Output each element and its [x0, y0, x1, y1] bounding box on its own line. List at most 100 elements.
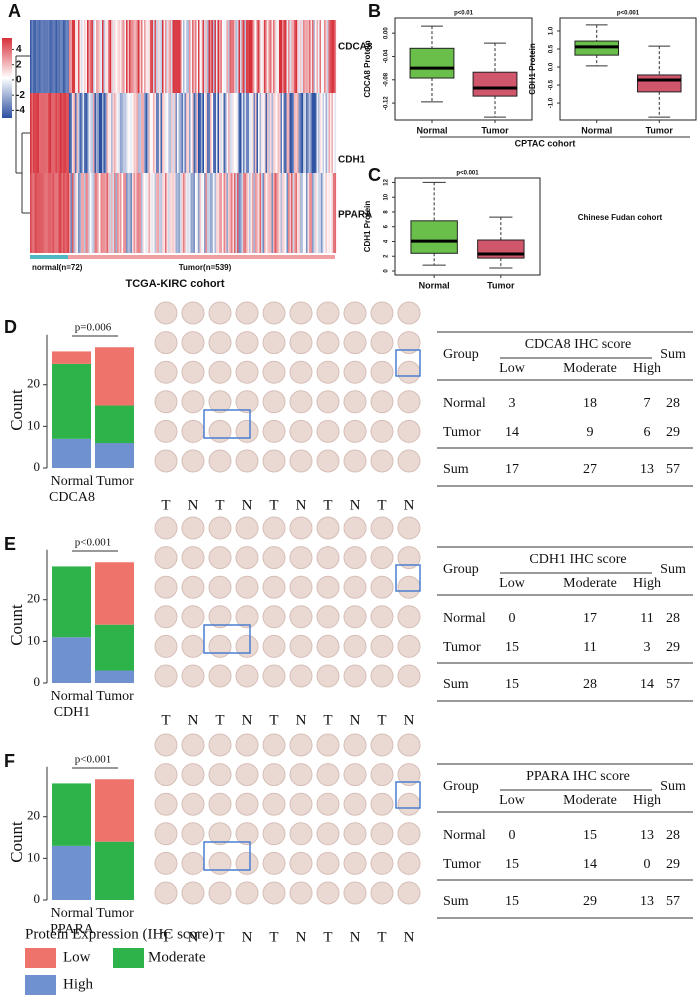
table-header: Low [499, 576, 526, 591]
gene-label: CDH1 [338, 155, 366, 166]
heatmap-stripe [247, 20, 250, 93]
tma-core [289, 449, 313, 473]
heatmap-stripe [262, 173, 265, 253]
table-cell: 18 [583, 396, 597, 411]
heatmap-stripe [40, 173, 43, 253]
tma-core [181, 851, 205, 875]
tma-core [181, 390, 205, 414]
tma-label: T [323, 929, 332, 945]
tma-core [181, 419, 205, 443]
heatmap-stripe [61, 93, 64, 173]
heatmap-stripe [201, 20, 203, 93]
heatmap-stripe [171, 93, 173, 173]
tma-core [397, 546, 421, 570]
heatmap-stripe [264, 93, 266, 173]
heatmap-stripe [84, 173, 86, 253]
table-cell: 28 [583, 677, 597, 692]
tma-core [370, 763, 394, 787]
heatmap-stripe [120, 93, 122, 173]
highlight-box [203, 841, 251, 871]
heatmap-stripe [103, 173, 106, 253]
heatmap-stripe [94, 173, 97, 253]
group-bar [30, 255, 68, 259]
heatmap-stripe [127, 93, 130, 173]
heatmap-stripe [61, 173, 64, 253]
heatmap-stripe [312, 173, 314, 253]
heatmap-stripe [31, 93, 34, 173]
heatmap-stripe [241, 173, 244, 253]
heatmap-stripe [183, 173, 185, 253]
tma-core [181, 881, 205, 905]
x-tick-label: Tumor [646, 125, 674, 135]
tma-core [262, 763, 286, 787]
heatmap-stripe [30, 173, 32, 253]
y-tick-label: 1.0 [549, 26, 555, 35]
tma-core [208, 390, 232, 414]
heatmap-stripe [276, 93, 278, 173]
heatmap-stripe [120, 173, 122, 253]
heatmap-stripe [324, 20, 326, 93]
heatmap-stripe [178, 93, 181, 173]
heatmap-stripe [126, 93, 128, 173]
heatmap-stripe [145, 20, 148, 93]
x-tick-label: Tumor [96, 689, 134, 704]
heatmap-stripe [231, 173, 233, 253]
y-tick-label: 20 [27, 376, 40, 391]
scale-tick-label: 2 [16, 59, 22, 70]
heatmap-stripe [294, 20, 296, 93]
heatmap-stripe [249, 173, 251, 253]
heatmap-stripe [81, 93, 83, 173]
tma-core [370, 331, 394, 355]
heatmap-stripe [141, 20, 143, 93]
cohort-label: CPTAC cohort [515, 138, 576, 148]
legend-swatch [25, 975, 56, 995]
tma-core [370, 851, 394, 875]
heatmap-stripe [297, 93, 299, 173]
heatmap-stripe [76, 20, 79, 93]
table-cell: 14 [505, 425, 519, 440]
heatmap-stripe [319, 20, 322, 93]
tma-label: N [242, 712, 253, 728]
tma-label: N [350, 712, 361, 728]
heatmap-stripe [33, 93, 35, 173]
heatmap-stripe [166, 20, 169, 93]
tma-label: N [296, 497, 307, 513]
table-header: High [633, 793, 661, 808]
table-cell: 7 [644, 396, 651, 411]
heatmap-stripe [292, 20, 295, 93]
tma-core [316, 390, 340, 414]
tma-core [181, 822, 205, 846]
heatmap-stripe [154, 93, 157, 173]
gene-label: PPARA [338, 210, 372, 221]
tma-label: N [296, 712, 307, 728]
heatmap-stripe [88, 93, 91, 173]
heatmap-stripe [69, 93, 71, 173]
y-tick-label: 8 [384, 210, 390, 214]
table-cell: 9 [587, 425, 594, 440]
heatmap-stripe [265, 20, 268, 93]
heatmap-stripe [123, 20, 125, 93]
heatmap-stripe [271, 20, 274, 93]
tma-core [343, 449, 367, 473]
heatmap-stripe [133, 93, 136, 173]
heatmap-stripe [265, 93, 268, 173]
heatmap-stripe [259, 93, 262, 173]
tma-core [154, 419, 178, 443]
tma-core [262, 546, 286, 570]
heatmap-stripe [117, 93, 119, 173]
highlight-box [395, 564, 421, 592]
heatmap-stripe [172, 93, 175, 173]
table-cell: 57 [666, 894, 680, 909]
heatmap-stripe [88, 173, 91, 253]
heatmap-stripe [196, 20, 199, 93]
table-cell: 17 [583, 611, 597, 626]
heatmap-stripe [52, 93, 55, 173]
heatmap-stripe [187, 20, 190, 93]
tma-core [289, 331, 313, 355]
heatmap-stripe [160, 93, 163, 173]
tma-core [235, 634, 259, 658]
cohort-label: Chinese Fudan cohort [578, 213, 663, 222]
heatmap-stripe [327, 93, 329, 173]
heatmap-stripe [67, 93, 70, 173]
tma-core [289, 605, 313, 629]
